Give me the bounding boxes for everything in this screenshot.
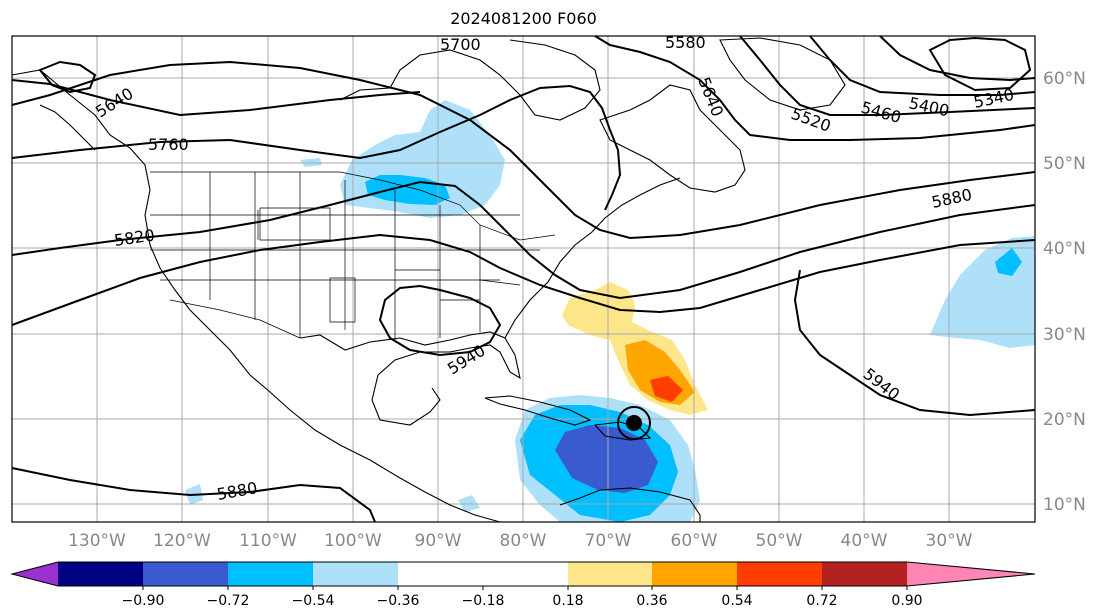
colorbar: −0.90 −0.72 −0.54 −0.36 −0.18 0.18 0.36 … [10, 561, 1036, 609]
coastline-east [504, 177, 681, 339]
negative-anomaly-caribbean-core [555, 425, 658, 493]
lat-tick-label: 10°N [1043, 495, 1086, 515]
colorbar-bin [652, 562, 737, 586]
contour-5700 [11, 60, 1036, 240]
lon-tick-label: 110°W [239, 531, 297, 551]
lat-tick-label: 50°N [1043, 154, 1086, 174]
contour-5520 [739, 35, 1036, 116]
contour-5940-atlantic [793, 269, 1036, 417]
lon-tick-label: 70°W [585, 531, 632, 551]
colorbar-bin [568, 562, 652, 586]
colorbar-label: −0.36 [377, 593, 420, 609]
contour-5940 [378, 284, 502, 357]
contour-label: 5760 [148, 135, 189, 154]
colorbar-extend-low [12, 562, 58, 586]
colorbar-label: 0.36 [636, 593, 667, 609]
coastline-cuba [484, 395, 592, 426]
colorbar-label: −0.90 [122, 593, 165, 609]
coastline-gulf [299, 331, 521, 426]
contour-5880 [11, 233, 1036, 326]
colorbar-label: −0.18 [462, 593, 505, 609]
colorbar-bin [313, 562, 398, 586]
coastline-north-america-west [11, 69, 501, 523]
map-frame [11, 35, 1036, 523]
latitude-tick-labels: 60°N 50°N 40°N 30°N 20°N 10°N [1043, 69, 1086, 515]
contour-5460 [809, 35, 1036, 96]
colorbar-bin [737, 562, 822, 586]
contour-label: 5700 [440, 35, 481, 54]
lon-tick-label: 90°W [415, 531, 462, 551]
colorbar-bin [143, 562, 228, 586]
colorbar-label: 0.72 [806, 593, 837, 609]
coastline-hispaniola [593, 421, 652, 441]
contour-5640 [594, 35, 1036, 141]
colorbar-bin [58, 562, 143, 586]
lat-tick-label: 20°N [1043, 410, 1086, 430]
colorbar-label: −0.54 [292, 593, 335, 609]
contour-5760 [11, 84, 622, 211]
tropical-cyclone-icon [617, 406, 651, 440]
positive-anomaly-atlantic-core [650, 376, 683, 402]
colorbar-label: 0.54 [721, 593, 752, 609]
lon-tick-label: 100°W [324, 531, 382, 551]
colorbar-label: 0.90 [891, 593, 922, 609]
map-title: 2024081200 F060 [450, 9, 597, 28]
colorbar-label: −0.72 [207, 593, 250, 609]
colorbar-bin [822, 562, 907, 586]
colorbar-bin [228, 562, 313, 586]
lat-tick-label: 60°N [1043, 69, 1086, 89]
contour-5340 [928, 36, 1032, 92]
contour-label: 5580 [665, 33, 706, 52]
lat-tick-label: 40°N [1043, 239, 1086, 259]
contour-5880-south [11, 467, 376, 523]
contour-5400 [879, 35, 1036, 82]
longitude-tick-labels: 130°W 120°W 110°W 100°W 90°W 80°W 70°W 6… [68, 531, 973, 551]
colorbar-bin [398, 562, 483, 586]
coastline-greenland [719, 37, 846, 111]
lon-tick-label: 130°W [68, 531, 126, 551]
lon-tick-label: 60°W [671, 531, 718, 551]
lon-tick-label: 40°W [841, 531, 888, 551]
colorbar-extend-high [907, 562, 1035, 586]
colorbar-label: 0.18 [552, 593, 583, 609]
contour-5820 [11, 180, 1036, 300]
coastline-south-america [559, 487, 701, 522]
border-us-mexico [169, 299, 301, 339]
colorbar-bin [483, 562, 568, 586]
lon-tick-label: 50°W [756, 531, 803, 551]
lon-tick-label: 80°W [500, 531, 547, 551]
lat-tick-label: 30°N [1043, 325, 1086, 345]
lon-tick-label: 30°W [926, 531, 973, 551]
lon-tick-label: 120°W [153, 531, 211, 551]
negative-anomaly-east-atlantic-core [995, 248, 1022, 276]
height-contours [11, 35, 1036, 523]
